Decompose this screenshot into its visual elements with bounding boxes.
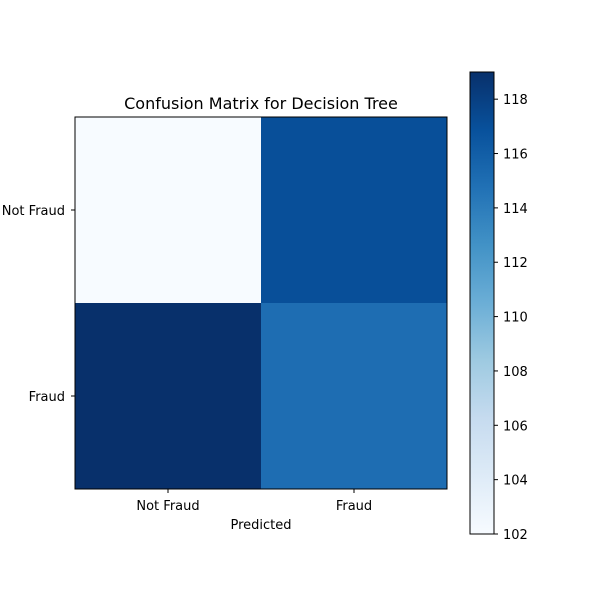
colorbar-ticks: 102 104 106 108 110 112 114 116 118: [494, 93, 528, 543]
colorbar-tick-label: 102: [503, 528, 528, 543]
y-axis-ticks: Not Fraud Fraud: [2, 204, 75, 405]
heatmap-cell: [261, 303, 448, 490]
x-tick-label: Not Fraud: [136, 499, 199, 514]
chart-title: Confusion Matrix for Decision Tree: [124, 94, 398, 113]
colorbar-tick-label: 110: [503, 311, 528, 326]
heatmap-cell: [75, 117, 262, 304]
plot-frame: [74, 116, 448, 490]
heatmap-cells: [75, 117, 448, 490]
colorbar-tick-label: 104: [503, 474, 528, 489]
heatmap-cell: [261, 117, 448, 304]
colorbar-tick-label: 118: [503, 93, 528, 108]
heatmap-cell: [75, 303, 262, 490]
y-tick-label: Not Fraud: [2, 204, 65, 219]
colorbar: [469, 71, 495, 535]
y-tick-label: Fraud: [29, 390, 65, 405]
x-tick-label: Fraud: [336, 499, 372, 514]
colorbar-tick-label: 108: [503, 365, 528, 380]
x-axis-ticks: Not Fraud Fraud: [136, 489, 372, 514]
colorbar-tick-label: 112: [503, 256, 528, 271]
x-axis-label: Predicted: [230, 518, 291, 533]
colorbar-tick-label: 106: [503, 419, 528, 434]
colorbar-tick-label: 116: [503, 148, 528, 163]
colorbar-tick-label: 114: [503, 202, 528, 217]
